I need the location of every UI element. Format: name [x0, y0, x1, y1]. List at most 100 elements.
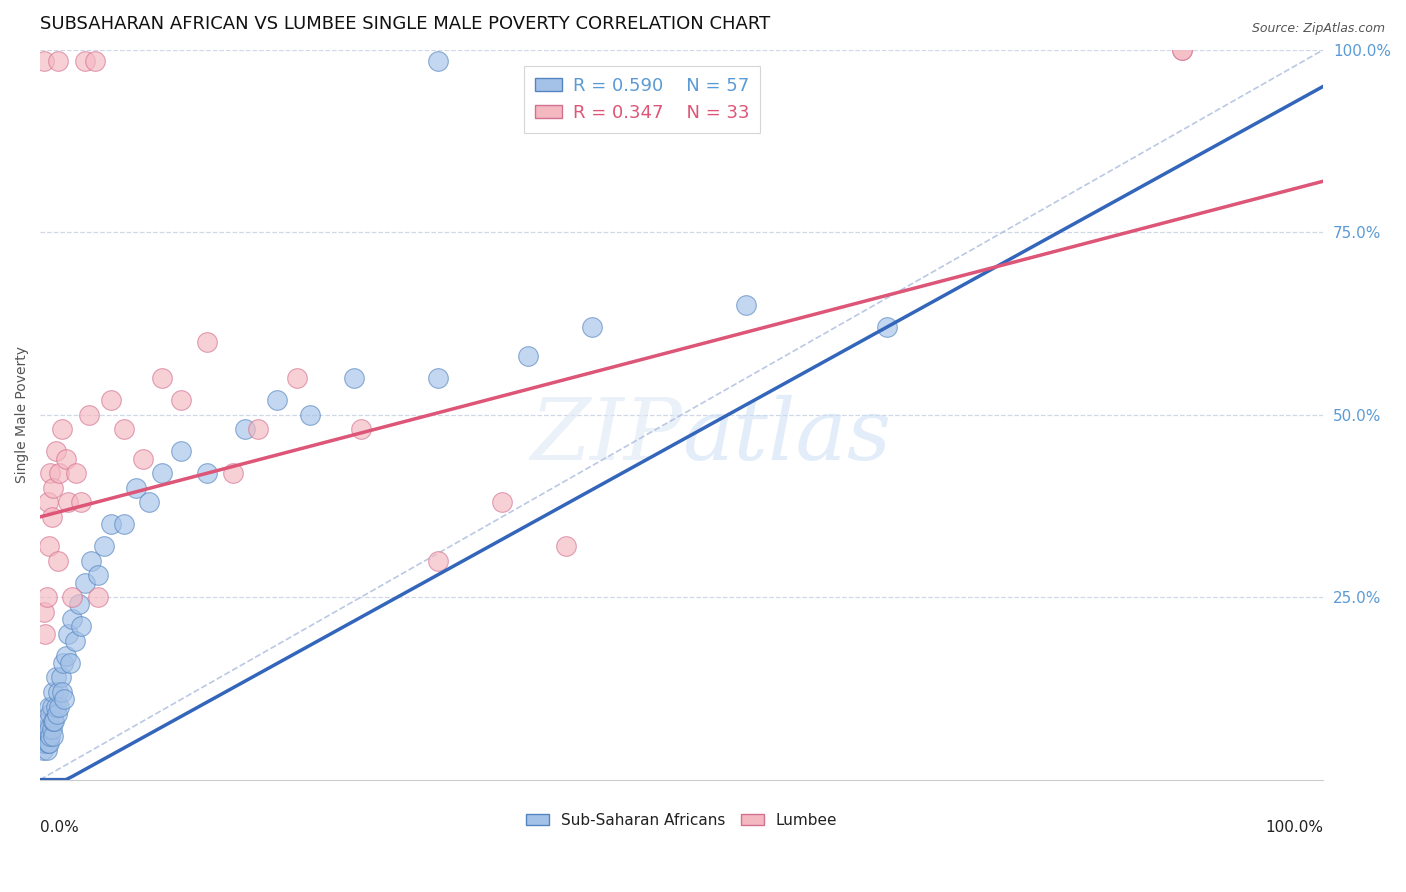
Point: [42, 729, 65, 743]
Text: Source: ZipAtlas.com: Source: ZipAtlas.com: [1251, 22, 1385, 36]
Point: [58, 495, 80, 509]
Point: [734, 298, 756, 312]
Point: [44, 670, 66, 684]
Point: [93, 539, 115, 553]
Point: [170, 393, 193, 408]
Point: [35, 590, 58, 604]
Point: [32, 736, 55, 750]
Point: [51, 685, 73, 699]
Point: [31, 743, 53, 757]
Point: [132, 451, 155, 466]
Point: [46, 54, 69, 68]
Point: [34, 626, 56, 640]
Point: [1171, 43, 1194, 57]
Point: [247, 422, 270, 436]
Legend: Sub-Saharan Africans, Lumbee: Sub-Saharan Africans, Lumbee: [520, 806, 844, 834]
Point: [49, 670, 72, 684]
Point: [87, 590, 110, 604]
Point: [41, 699, 63, 714]
Point: [70, 619, 93, 633]
Point: [1171, 43, 1194, 57]
Point: [266, 393, 288, 408]
Point: [350, 422, 373, 436]
Text: 0.0%: 0.0%: [41, 820, 79, 835]
Point: [44, 699, 66, 714]
Point: [44, 714, 66, 729]
Point: [343, 371, 366, 385]
Point: [65, 466, 87, 480]
Point: [35, 722, 58, 736]
Point: [38, 722, 60, 736]
Point: [32, 729, 55, 743]
Point: [42, 685, 65, 699]
Point: [125, 481, 148, 495]
Point: [170, 444, 193, 458]
Point: [100, 393, 122, 408]
Point: [42, 714, 65, 729]
Point: [426, 371, 449, 385]
Point: [38, 699, 60, 714]
Point: [46, 685, 69, 699]
Point: [48, 466, 70, 480]
Point: [138, 495, 160, 509]
Point: [84, 54, 107, 68]
Point: [35, 743, 58, 757]
Point: [426, 554, 449, 568]
Point: [37, 714, 59, 729]
Point: [298, 408, 321, 422]
Point: [38, 736, 60, 750]
Point: [876, 320, 898, 334]
Point: [516, 349, 538, 363]
Point: [44, 444, 66, 458]
Point: [73, 54, 96, 68]
Point: [491, 495, 513, 509]
Point: [42, 481, 65, 495]
Text: atlas: atlas: [682, 395, 891, 478]
Point: [235, 422, 257, 436]
Text: SUBSAHARAN AFRICAN VS LUMBEE SINGLE MALE POVERTY CORRELATION CHART: SUBSAHARAN AFRICAN VS LUMBEE SINGLE MALE…: [41, 15, 770, 33]
Point: [32, 605, 55, 619]
Point: [77, 408, 100, 422]
Point: [46, 554, 69, 568]
Point: [221, 466, 243, 480]
Point: [80, 554, 103, 568]
Point: [150, 466, 173, 480]
Point: [39, 729, 62, 743]
Text: 100.0%: 100.0%: [1265, 820, 1323, 835]
Point: [32, 54, 55, 68]
Point: [52, 656, 75, 670]
Point: [41, 509, 63, 524]
Point: [39, 706, 62, 721]
Point: [87, 568, 110, 582]
Point: [35, 729, 58, 743]
Point: [581, 320, 603, 334]
Point: [63, 634, 86, 648]
Point: [112, 422, 135, 436]
Point: [150, 371, 173, 385]
Point: [195, 466, 218, 480]
Point: [38, 539, 60, 553]
Point: [70, 495, 93, 509]
Point: [37, 495, 59, 509]
Point: [67, 598, 90, 612]
Point: [426, 54, 449, 68]
Point: [73, 575, 96, 590]
Point: [555, 539, 578, 553]
Text: ZIP: ZIP: [530, 395, 682, 478]
Point: [37, 736, 59, 750]
Point: [195, 334, 218, 349]
Point: [285, 371, 308, 385]
Point: [53, 692, 76, 706]
Point: [34, 736, 56, 750]
Point: [41, 722, 63, 736]
Y-axis label: Single Male Poverty: Single Male Poverty: [15, 346, 30, 483]
Point: [112, 517, 135, 532]
Point: [59, 656, 82, 670]
Point: [48, 699, 70, 714]
Point: [60, 612, 83, 626]
Point: [55, 648, 77, 663]
Point: [39, 466, 62, 480]
Point: [60, 590, 83, 604]
Point: [58, 626, 80, 640]
Point: [45, 706, 67, 721]
